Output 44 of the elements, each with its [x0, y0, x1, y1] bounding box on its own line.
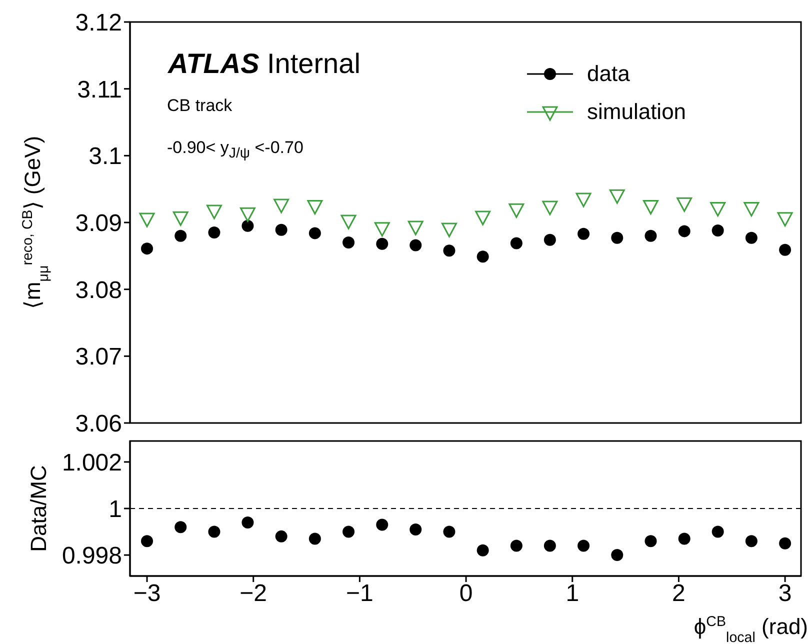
y-tick-label: 1.002	[62, 449, 122, 476]
point	[342, 526, 355, 538]
point	[510, 540, 522, 552]
y-tick-label: 1	[108, 496, 122, 524]
annotation: CB track	[167, 96, 232, 116]
x-tick-label: 1	[566, 580, 580, 608]
point	[275, 530, 288, 542]
y-tick-label: 3.07	[75, 344, 122, 371]
x-tick-label: 3	[778, 580, 792, 608]
point	[644, 535, 657, 548]
y-tick-label: 3.12	[75, 10, 122, 37]
y-tick-label: 3.1	[88, 143, 122, 170]
x-tick-label: −3	[133, 580, 161, 608]
point	[141, 535, 154, 548]
x-tick-label: −2	[240, 580, 268, 608]
point	[376, 518, 388, 531]
point	[208, 526, 220, 538]
point	[443, 526, 456, 538]
y-axis-title: Data/MC	[26, 464, 51, 552]
y-tick-label: 3.08	[75, 276, 122, 304]
y-tick-label: 3.11	[77, 76, 122, 104]
point	[712, 526, 724, 538]
y-tick-label: 3.09	[75, 210, 122, 238]
point	[174, 521, 187, 534]
x-tick-label: −1	[346, 580, 374, 608]
annotation: -0.90< y$_{J/ψ}$ <-0.70	[167, 138, 304, 162]
point	[578, 540, 590, 552]
annotation: ATLAS Internal	[168, 48, 360, 80]
y-tick-label: 3.06	[75, 410, 122, 438]
y-tick-label: 0.998	[62, 542, 122, 570]
x-tick-label: 2	[672, 580, 686, 608]
point	[308, 532, 321, 545]
point	[779, 537, 792, 550]
point	[611, 549, 624, 562]
point	[678, 532, 690, 545]
x-tick-label: 0	[459, 580, 473, 608]
legend-label: data	[587, 61, 630, 87]
point	[476, 544, 489, 556]
x-axis-title: ϕ$^{CB}$$_{local}$ (rad)	[694, 614, 808, 644]
point	[242, 516, 254, 528]
point	[410, 523, 422, 536]
legend-label: simulation	[587, 99, 686, 125]
point	[745, 535, 758, 548]
point	[544, 540, 556, 552]
